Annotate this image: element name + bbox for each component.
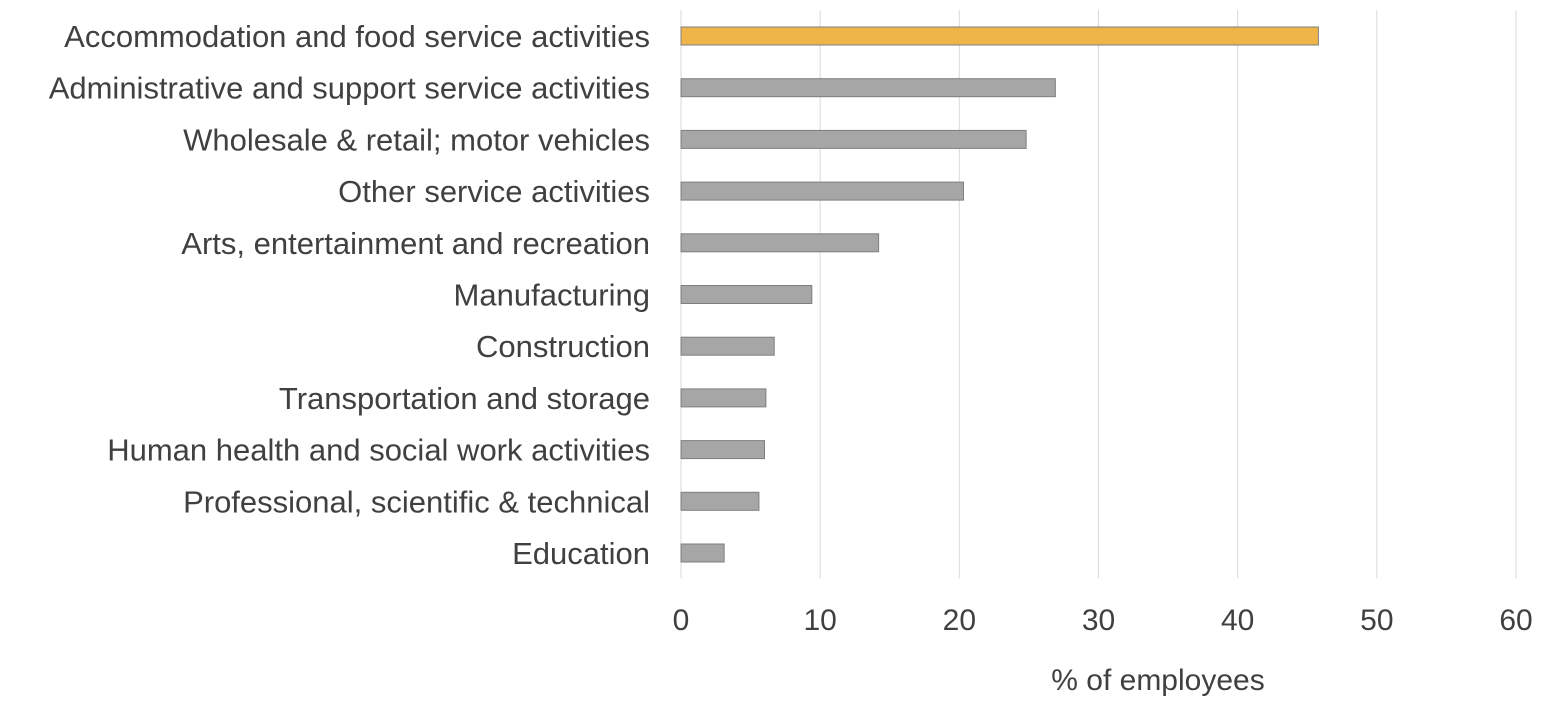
category-label: Accommodation and food service activitie…	[64, 19, 650, 54]
bar	[680, 129, 1027, 149]
category-label: Administrative and support service activ…	[49, 71, 650, 106]
category-label: Manufacturing	[454, 278, 650, 313]
bar	[680, 440, 765, 460]
x-tick-label: 10	[803, 604, 836, 637]
category-label: Construction	[476, 329, 650, 364]
x-tick-label: 60	[1499, 604, 1532, 637]
x-axis-title: % of employees	[1051, 664, 1264, 697]
bar	[680, 181, 965, 201]
bar	[680, 285, 813, 304]
category-labels: Accommodation and food service activitie…	[49, 19, 650, 571]
bar	[680, 336, 775, 356]
category-label: Professional, scientific & technical	[183, 484, 650, 519]
x-tick-label: 0	[673, 604, 690, 637]
category-label: Transportation and storage	[279, 381, 650, 416]
gridlines	[680, 10, 1517, 578]
bar	[680, 233, 880, 253]
bars	[680, 26, 1319, 563]
bar	[680, 78, 1056, 98]
bar-highlighted	[680, 26, 1319, 46]
x-axis-ticks: 0 10 20 30 40 50 60	[673, 604, 1533, 637]
category-label: Wholesale & retail; motor vehicles	[183, 122, 650, 157]
bar	[680, 388, 767, 408]
x-tick-label: 20	[943, 604, 976, 637]
x-tick-label: 30	[1082, 604, 1115, 637]
x-tick-label: 50	[1360, 604, 1393, 637]
category-label: Human health and social work activities	[107, 433, 650, 468]
category-label: Other service activities	[338, 174, 650, 209]
category-label: Arts, entertainment and recreation	[181, 226, 650, 261]
x-tick-label: 40	[1221, 604, 1254, 637]
category-label: Education	[512, 536, 650, 571]
bar	[680, 491, 760, 511]
bar	[680, 543, 725, 563]
